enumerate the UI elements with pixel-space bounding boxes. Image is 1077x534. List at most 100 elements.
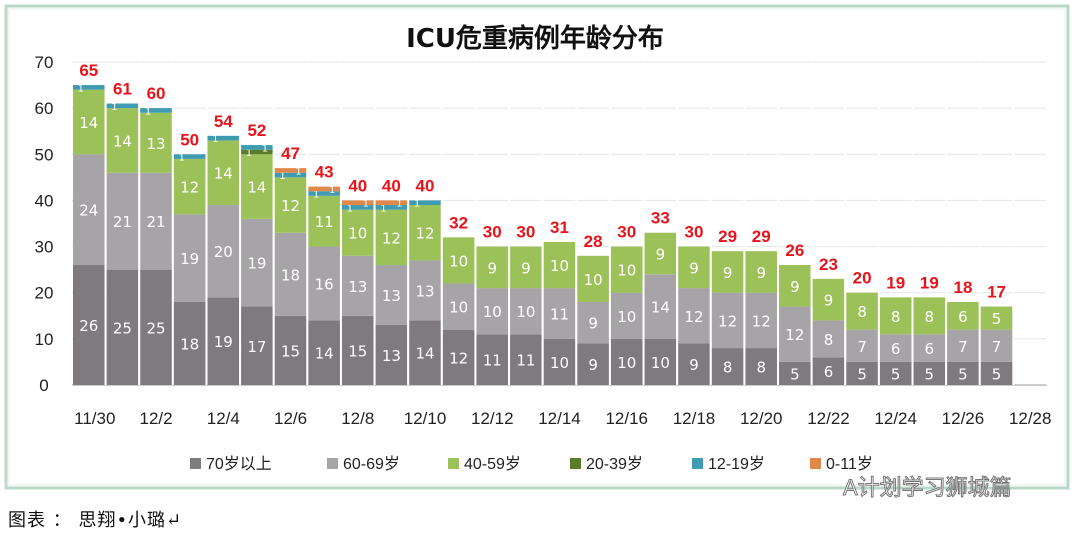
- segment-label: 5: [958, 365, 968, 383]
- segment-label: 9: [723, 264, 733, 282]
- segment-label: 10: [617, 354, 636, 372]
- segment-label: 1: [329, 185, 335, 196]
- bar-segment: [846, 361, 878, 385]
- legend-swatch: [810, 458, 821, 469]
- bar-segment: [409, 260, 441, 321]
- segment-label: 9: [656, 245, 666, 263]
- bar-segment: [341, 205, 374, 210]
- bar-segment: [543, 288, 576, 339]
- segment-label: 16: [315, 275, 334, 293]
- bar-segment: [577, 343, 609, 385]
- y-tick-label: 20: [35, 284, 54, 303]
- segment-label: 10: [348, 225, 367, 243]
- x-tick-label: 11/30: [74, 409, 115, 428]
- bar-segment: [812, 278, 845, 321]
- segment-label: 14: [113, 132, 132, 150]
- segment-label: 1: [279, 171, 285, 182]
- segment-label: 14: [214, 165, 233, 183]
- segment-label: 25: [113, 319, 132, 337]
- segment-label: 19: [180, 250, 199, 268]
- y-tick-label: 40: [35, 191, 54, 210]
- segment-label: 10: [516, 303, 535, 321]
- segment-label: 10: [449, 252, 468, 270]
- bar-segment: [913, 297, 946, 335]
- segment-label: 1: [111, 102, 117, 113]
- segment-label: 24: [79, 202, 98, 220]
- segment-label: 1: [414, 199, 420, 210]
- bar-segment: [913, 334, 946, 362]
- y-tick-label: 70: [35, 53, 54, 72]
- segment-label: 10: [617, 262, 636, 280]
- segment-label: 1: [295, 166, 301, 177]
- segment-label: 18: [281, 266, 300, 284]
- bar-segment: [711, 348, 744, 385]
- total-label: 26: [785, 241, 804, 260]
- bar-segment: [73, 89, 105, 155]
- bar-segment: [678, 246, 710, 289]
- bar-segment: [610, 338, 643, 385]
- segment-label: 7: [857, 338, 867, 356]
- total-label: 30: [483, 223, 502, 242]
- bar-segment: [543, 241, 576, 289]
- legend-label: 70岁以上: [206, 455, 272, 473]
- chart-title: ICU危重病例年龄分布: [406, 23, 664, 54]
- bar-segment: [980, 361, 1013, 385]
- x-tick-label: 12/18: [673, 409, 716, 428]
- bar-segment: [207, 140, 240, 206]
- bar-segment: [375, 205, 408, 210]
- bar-segment: [140, 269, 172, 385]
- bar-segment: [308, 195, 340, 247]
- legend-swatch: [190, 458, 201, 469]
- bar-segment: [644, 274, 677, 339]
- segment-label: 5: [925, 365, 935, 383]
- x-tick-label: 12/28: [1009, 409, 1052, 428]
- bar-segment: [577, 255, 609, 302]
- total-label: 31: [550, 218, 569, 237]
- bar-segment: [745, 251, 778, 293]
- segment-label: 12: [718, 312, 737, 330]
- bar-segment: [980, 306, 1013, 330]
- bar-segment: [577, 301, 609, 344]
- segment-label: 19: [247, 255, 266, 273]
- segment-label: 26: [79, 317, 98, 335]
- legend-label: 40-59岁: [464, 455, 521, 473]
- segment-label: 25: [147, 319, 166, 337]
- segment-label: 1: [262, 143, 268, 154]
- segment-label: 21: [113, 213, 132, 231]
- legend-label: 20-39岁: [586, 455, 643, 473]
- x-tick-label: 12/10: [404, 409, 447, 428]
- total-label: 54: [214, 112, 233, 131]
- segment-label: 15: [348, 342, 367, 360]
- segment-label: 12: [281, 197, 300, 215]
- x-tick-label: 12/16: [605, 409, 648, 428]
- segment-label: 5: [992, 365, 1002, 383]
- segment-label: 9: [756, 264, 766, 282]
- total-label: 30: [685, 223, 704, 242]
- total-label: 29: [752, 227, 771, 246]
- bar-segment: [812, 357, 845, 385]
- segment-label: 10: [584, 271, 603, 289]
- bar-segment: [476, 334, 509, 385]
- segment-label: 11: [550, 305, 569, 323]
- segment-label: 14: [651, 299, 670, 317]
- bar-segment: [745, 292, 778, 349]
- bar-segment: [409, 320, 441, 385]
- segment-label: 12: [382, 229, 401, 247]
- bar-segment: [207, 135, 240, 141]
- bar-segment: [644, 338, 677, 385]
- total-label: 40: [382, 176, 401, 195]
- bar-segment: [510, 246, 542, 289]
- segment-label: 11: [483, 352, 502, 370]
- bar-segment: [106, 108, 139, 173]
- total-label: 61: [113, 80, 132, 99]
- bar-segment: [879, 334, 912, 362]
- segment-label: 8: [925, 308, 935, 326]
- total-label: 43: [315, 163, 334, 182]
- segment-label: 12: [785, 326, 804, 344]
- total-label: 33: [651, 209, 670, 228]
- bar-segment: [106, 269, 139, 385]
- segment-label: 6: [925, 340, 935, 358]
- y-tick-label: 30: [35, 238, 54, 257]
- bar-segment: [711, 292, 744, 349]
- bar-segment: [341, 200, 374, 206]
